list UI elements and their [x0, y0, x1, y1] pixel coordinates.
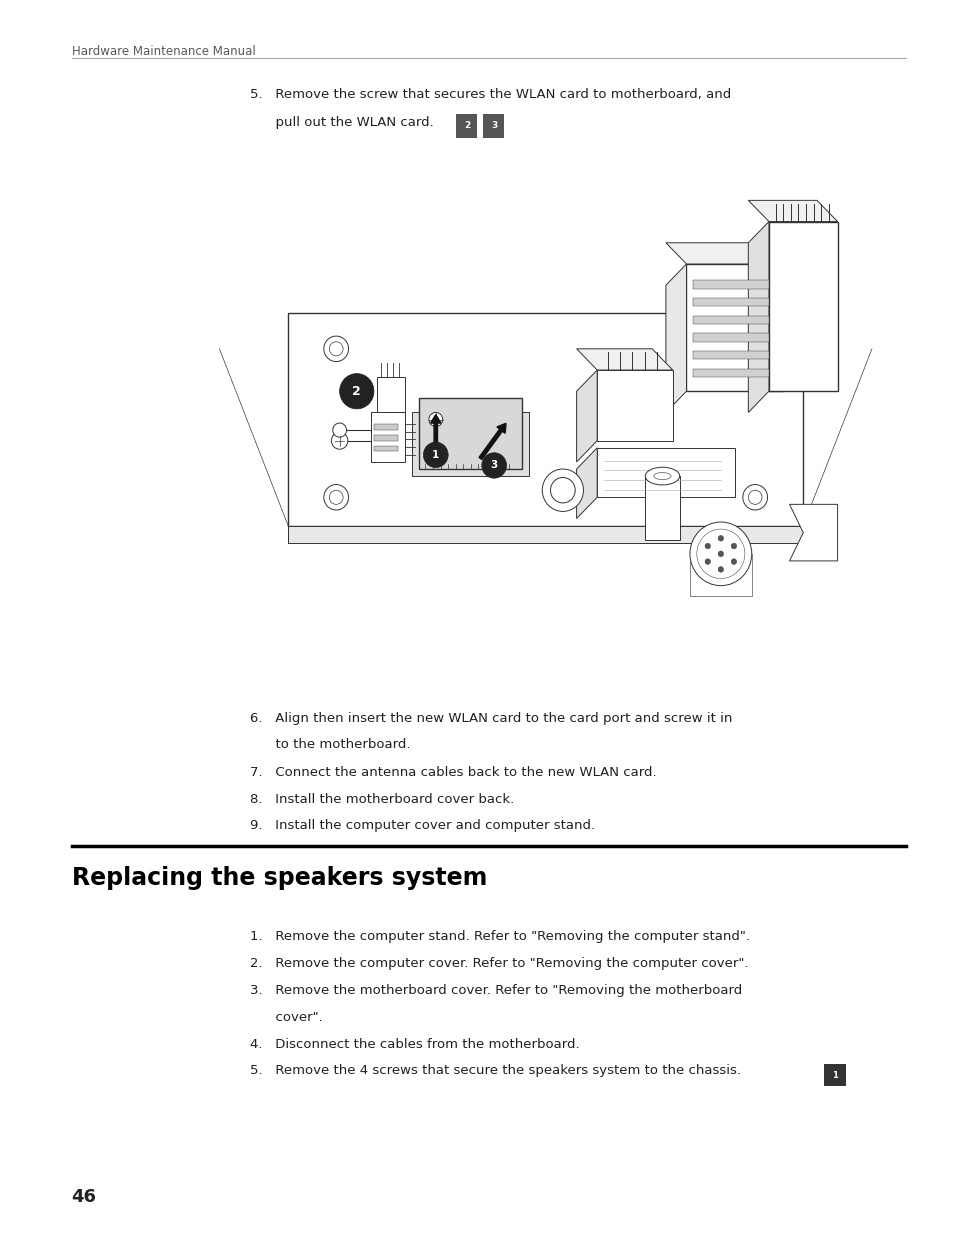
Circle shape [718, 567, 722, 572]
Text: 2: 2 [352, 385, 361, 398]
Circle shape [481, 452, 506, 479]
Text: 7.   Connect the antenna cables back to the new WLAN card.: 7. Connect the antenna cables back to th… [250, 766, 656, 778]
Circle shape [331, 433, 348, 449]
Text: 5.   Remove the 4 screws that secure the speakers system to the chassis.: 5. Remove the 4 screws that secure the s… [250, 1064, 740, 1076]
Circle shape [718, 551, 722, 557]
Polygon shape [288, 526, 802, 543]
Text: 2.   Remove the computer cover. Refer to "Removing the computer cover".: 2. Remove the computer cover. Refer to "… [250, 957, 748, 970]
FancyArrow shape [478, 424, 505, 460]
Polygon shape [576, 447, 597, 518]
Circle shape [718, 536, 722, 541]
Text: 2: 2 [464, 121, 470, 131]
Polygon shape [665, 264, 686, 413]
Text: 46: 46 [71, 1188, 96, 1206]
Circle shape [704, 543, 710, 549]
Polygon shape [768, 221, 837, 392]
Polygon shape [747, 200, 837, 221]
Circle shape [696, 530, 744, 578]
Polygon shape [686, 264, 781, 392]
Circle shape [323, 485, 348, 510]
FancyBboxPatch shape [482, 114, 503, 138]
Polygon shape [689, 554, 751, 597]
FancyBboxPatch shape [456, 114, 476, 138]
Bar [374, 435, 397, 441]
Text: 3: 3 [491, 121, 497, 131]
Bar [693, 280, 768, 288]
Ellipse shape [653, 472, 670, 480]
Circle shape [742, 485, 767, 510]
Circle shape [423, 443, 448, 467]
Circle shape [339, 374, 374, 409]
Text: 8.   Install the motherboard cover back.: 8. Install the motherboard cover back. [250, 793, 514, 805]
Text: 1: 1 [831, 1070, 837, 1080]
Text: 4.   Disconnect the cables from the motherboard.: 4. Disconnect the cables from the mother… [250, 1038, 579, 1050]
Text: 9.   Install the computer cover and computer stand.: 9. Install the computer cover and comput… [250, 819, 595, 832]
Text: 6.   Align then insert the new WLAN card to the card port and screw it in: 6. Align then insert the new WLAN card t… [250, 712, 732, 725]
Polygon shape [576, 349, 672, 370]
Polygon shape [747, 221, 768, 413]
Polygon shape [597, 370, 672, 441]
Polygon shape [288, 313, 802, 526]
Text: pull out the WLAN card.: pull out the WLAN card. [250, 116, 434, 128]
Circle shape [730, 543, 736, 549]
Circle shape [747, 490, 761, 505]
Circle shape [323, 336, 348, 362]
Polygon shape [370, 413, 404, 462]
Text: 3.   Remove the motherboard cover. Refer to "Removing the motherboard: 3. Remove the motherboard cover. Refer t… [250, 984, 741, 997]
Circle shape [742, 336, 767, 362]
Bar [693, 351, 768, 359]
FancyBboxPatch shape [823, 1064, 845, 1086]
Text: 1: 1 [432, 450, 439, 460]
Text: Replacing the speakers system: Replacing the speakers system [71, 866, 486, 890]
Bar [374, 446, 397, 451]
Polygon shape [789, 505, 837, 561]
Text: 1.   Remove the computer stand. Refer to "Removing the computer stand".: 1. Remove the computer stand. Refer to "… [250, 930, 749, 942]
Bar [374, 424, 397, 430]
Circle shape [541, 469, 583, 511]
Polygon shape [418, 398, 521, 469]
Bar [693, 369, 768, 377]
Circle shape [704, 559, 710, 564]
Text: 5.   Remove the screw that secures the WLAN card to motherboard, and: 5. Remove the screw that secures the WLA… [250, 88, 730, 101]
Text: 3: 3 [490, 460, 497, 470]
Circle shape [747, 342, 761, 355]
FancyArrow shape [430, 415, 440, 447]
Polygon shape [412, 413, 528, 476]
Ellipse shape [644, 467, 679, 485]
Polygon shape [576, 370, 597, 462]
Circle shape [730, 559, 736, 564]
Circle shape [429, 413, 442, 426]
Bar [693, 298, 768, 307]
Bar [693, 333, 768, 342]
Polygon shape [665, 242, 781, 264]
Circle shape [550, 477, 575, 503]
Circle shape [689, 522, 751, 585]
Text: to the motherboard.: to the motherboard. [250, 738, 410, 751]
Text: cover".: cover". [250, 1011, 322, 1023]
Circle shape [333, 423, 346, 438]
Bar [693, 316, 768, 324]
Text: Hardware Maintenance Manual: Hardware Maintenance Manual [71, 45, 255, 57]
Circle shape [329, 342, 343, 355]
Polygon shape [377, 377, 404, 413]
Bar [644, 476, 679, 539]
Polygon shape [597, 447, 734, 497]
Circle shape [329, 490, 343, 505]
